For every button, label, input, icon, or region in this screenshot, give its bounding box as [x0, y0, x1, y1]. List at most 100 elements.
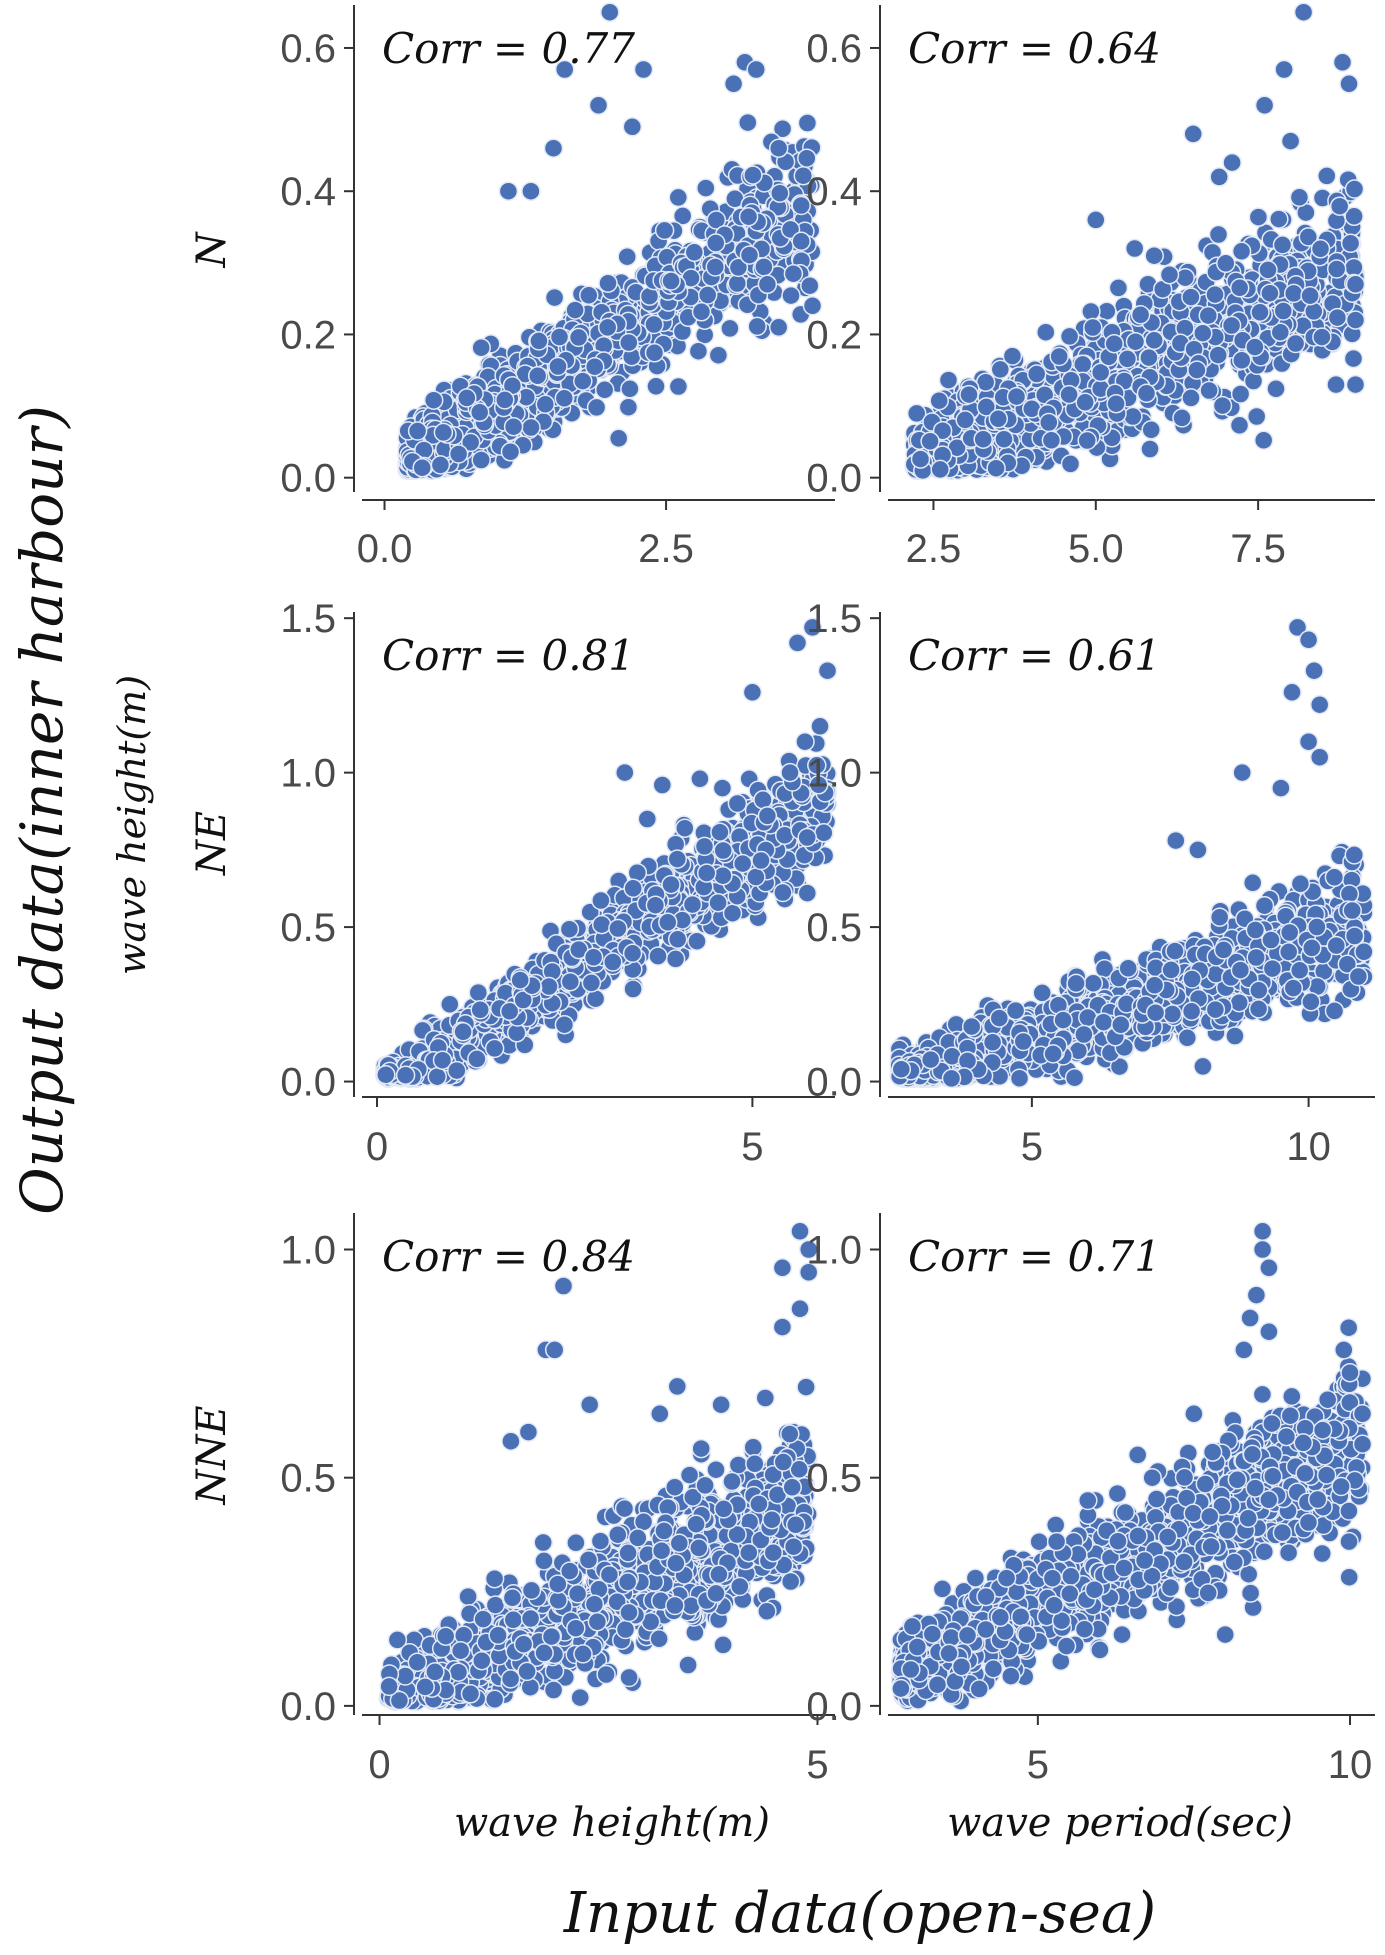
data-point: [708, 345, 729, 365]
data-point: [800, 275, 820, 296]
data-point: [783, 263, 804, 284]
data-point: [594, 380, 615, 400]
y-tick-label: 0.6: [280, 27, 336, 71]
data-point: [1208, 345, 1228, 365]
data-point: [618, 397, 639, 417]
data-point: [665, 949, 686, 969]
data-point: [1181, 388, 1201, 408]
data-point: [1064, 1067, 1085, 1088]
data-point: [591, 914, 612, 935]
data-point: [1183, 124, 1203, 144]
data-point: [1077, 430, 1097, 451]
data-point: [500, 442, 521, 462]
data-point: [1172, 408, 1192, 428]
data-point: [1231, 241, 1252, 262]
data-point: [453, 1022, 473, 1042]
data-point: [1317, 166, 1337, 186]
data-point: [548, 356, 568, 377]
data-point: [697, 285, 718, 305]
data-point: [959, 384, 979, 405]
data-point: [495, 390, 515, 410]
data-point: [560, 971, 581, 992]
data-point: [1216, 253, 1236, 274]
data-point: [797, 113, 818, 133]
data-point: [1310, 239, 1331, 259]
data-point: [1269, 209, 1289, 229]
data-point: [467, 1049, 487, 1069]
data-point: [644, 343, 665, 363]
data-point: [1283, 283, 1304, 304]
data-point: [773, 882, 793, 903]
data-point: [1125, 331, 1146, 352]
data-point: [814, 823, 834, 843]
data-point: [988, 409, 1009, 429]
data-point: [712, 778, 733, 798]
data-point: [1250, 302, 1270, 323]
data-point: [433, 422, 454, 443]
data-point: [1324, 1001, 1345, 1021]
data-point: [573, 371, 593, 391]
data-point: [1049, 346, 1069, 367]
data-point: [1059, 384, 1079, 405]
y-tick-label: 1.5: [280, 597, 336, 641]
x-tick-label: 7.5: [1230, 527, 1286, 571]
data-point: [622, 117, 643, 137]
x-tick-label: 0.0: [357, 527, 413, 571]
data-point: [581, 973, 602, 993]
data-point: [457, 388, 477, 408]
data-point: [1212, 395, 1233, 416]
data-point: [1260, 283, 1280, 303]
data-point: [1222, 152, 1242, 173]
data-point: [990, 359, 1011, 380]
data-point: [1273, 301, 1294, 321]
data-point: [1181, 287, 1201, 307]
data-point: [1144, 245, 1164, 266]
data-point: [1254, 95, 1275, 116]
data-point: [661, 271, 681, 291]
data-point: [471, 450, 491, 470]
y-tick-label: 0.2: [280, 313, 336, 357]
data-point: [1006, 386, 1027, 407]
data-point: [376, 1065, 396, 1085]
data-point: [713, 840, 733, 861]
data-point: [1159, 264, 1180, 285]
data-point: [510, 970, 530, 990]
data-point: [772, 119, 793, 139]
data-point: [568, 327, 589, 348]
y-tick-label: 1.0: [280, 752, 336, 796]
data-point: [1327, 307, 1348, 328]
data-point: [810, 716, 830, 737]
y-tick-label: 1.0: [806, 752, 862, 796]
data-point: [658, 912, 678, 933]
x-tick-label: 2.5: [906, 527, 962, 571]
data-point: [1209, 167, 1229, 187]
data-point: [1289, 187, 1310, 208]
data-point: [1340, 233, 1361, 254]
data-point: [668, 376, 689, 397]
data-point: [503, 416, 524, 437]
data-point: [986, 458, 1006, 478]
data-point: [521, 181, 541, 201]
data-point: [430, 455, 451, 475]
data-point: [395, 1065, 416, 1085]
data-point: [1312, 327, 1332, 347]
data-point: [470, 999, 490, 1020]
data-point: [1106, 393, 1126, 414]
data-point: [757, 806, 778, 826]
data-point: [667, 849, 688, 869]
data-point: [468, 982, 489, 1003]
data-point: [690, 769, 710, 789]
data-point: [1344, 179, 1365, 199]
data-point: [1300, 285, 1320, 306]
data-point: [667, 929, 688, 950]
data-point: [1117, 349, 1138, 369]
data-point: [768, 317, 789, 338]
data-point: [1326, 259, 1347, 279]
data-point: [1272, 235, 1293, 255]
data-point: [544, 287, 565, 308]
data-point: [1130, 305, 1151, 325]
data-point: [1108, 278, 1129, 298]
